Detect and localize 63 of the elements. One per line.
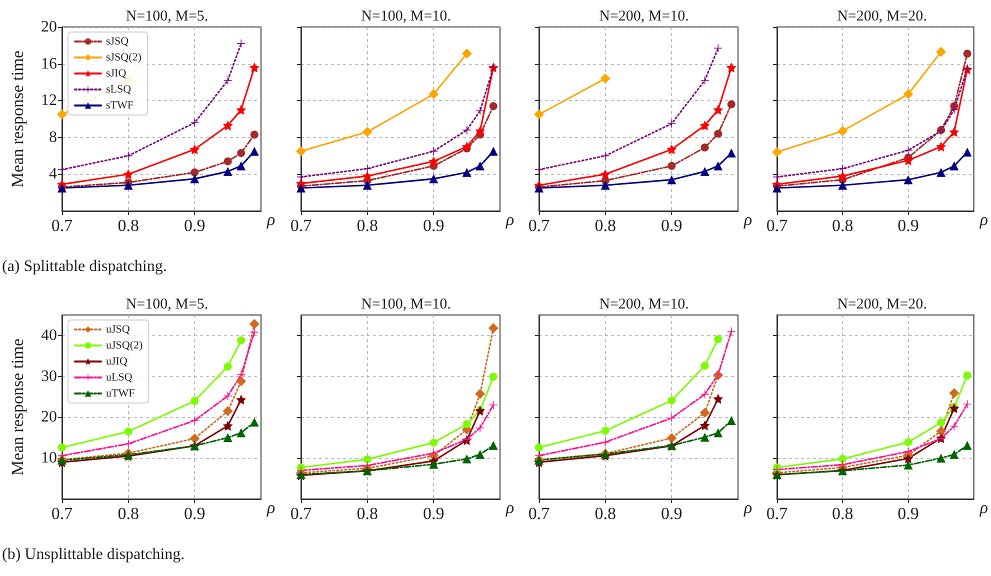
y-axis-title: Mean response time <box>8 338 27 476</box>
y-tick-label: 30 <box>41 368 57 385</box>
x-tick-label: 0.8 <box>594 504 616 523</box>
legend-label: sJSQ <box>106 36 129 48</box>
chart-title: N=100, M=5. <box>126 8 208 24</box>
y-tick-label: 20 <box>41 408 57 426</box>
legend-label: uTWF <box>106 388 135 400</box>
x-tick-label: 0.9 <box>184 216 206 235</box>
y-tick-label: 10 <box>41 450 57 467</box>
legend-label: uJIQ <box>106 356 128 368</box>
x-tick-label: 0.7 <box>290 216 312 235</box>
chart-title: N=200, M=10. <box>599 296 689 312</box>
x-axis-title: ρ <box>743 498 752 517</box>
x-axis-title: ρ <box>266 210 276 229</box>
x-axis-title: ρ <box>978 210 988 229</box>
x-axis-title: ρ <box>743 210 752 229</box>
x-tick-label: 0.8 <box>118 216 139 235</box>
y-tick-label: 4 <box>49 166 57 183</box>
x-axis-title: ρ <box>266 498 276 517</box>
legend-label: uJSQ <box>106 324 130 336</box>
chart-title: N=200, M=20. <box>837 8 927 24</box>
x-tick-label: 0.9 <box>898 504 919 523</box>
legend-label: uLSQ <box>106 372 132 384</box>
x-tick-label: 0.7 <box>528 216 550 235</box>
x-tick-label: 0.8 <box>832 216 854 235</box>
y-tick-label: 16 <box>41 55 57 72</box>
x-tick-label: 0.8 <box>832 504 854 523</box>
chart-title: N=200, M=10. <box>599 8 689 24</box>
chart-title: N=100, M=10. <box>361 296 451 312</box>
chart-title: N=200, M=20. <box>837 296 927 312</box>
x-tick-label: 0.8 <box>356 216 378 235</box>
legend-label: uJSQ(2) <box>106 340 144 352</box>
x-tick-label: 0.7 <box>51 504 74 523</box>
y-axis-title: Mean response time <box>8 50 27 188</box>
y-tick-label: 12 <box>41 92 57 110</box>
legend-label: sLSQ <box>106 84 132 96</box>
y-tick-label: 20 <box>41 18 57 36</box>
chart-title: N=100, M=5. <box>126 296 208 312</box>
x-tick-label: 0.9 <box>661 504 682 523</box>
x-tick-label: 0.8 <box>118 504 139 523</box>
x-tick-label: 0.8 <box>356 504 378 523</box>
legend-label: sTWF <box>106 100 134 112</box>
text: (a) Splittable dispatching. <box>2 258 167 276</box>
legend-label: sJIQ <box>106 68 126 80</box>
x-tick-label: 0.7 <box>528 504 550 523</box>
x-axis-title: ρ <box>505 210 514 229</box>
x-tick-label: 0.9 <box>423 504 444 523</box>
x-axis-title: ρ <box>505 498 514 517</box>
y-tick-label: 8 <box>49 128 57 146</box>
x-tick-label: 0.9 <box>661 216 682 235</box>
x-tick-label: 0.9 <box>423 216 444 235</box>
chart-title: N=100, M=10. <box>361 8 451 24</box>
x-tick-label: 0.7 <box>290 504 312 523</box>
x-tick-label: 0.7 <box>766 504 788 523</box>
x-tick-label: 0.8 <box>594 216 616 235</box>
x-tick-label: 0.9 <box>898 216 919 235</box>
legend-label: sJSQ(2) <box>106 52 142 64</box>
x-axis-title: ρ <box>978 498 988 517</box>
x-tick-label: 0.7 <box>51 216 74 235</box>
y-tick-label: 40 <box>41 326 57 344</box>
x-tick-label: 0.7 <box>766 216 788 235</box>
text: (b) Unsplittable dispatching. <box>2 546 185 564</box>
x-tick-label: 0.9 <box>184 504 206 523</box>
